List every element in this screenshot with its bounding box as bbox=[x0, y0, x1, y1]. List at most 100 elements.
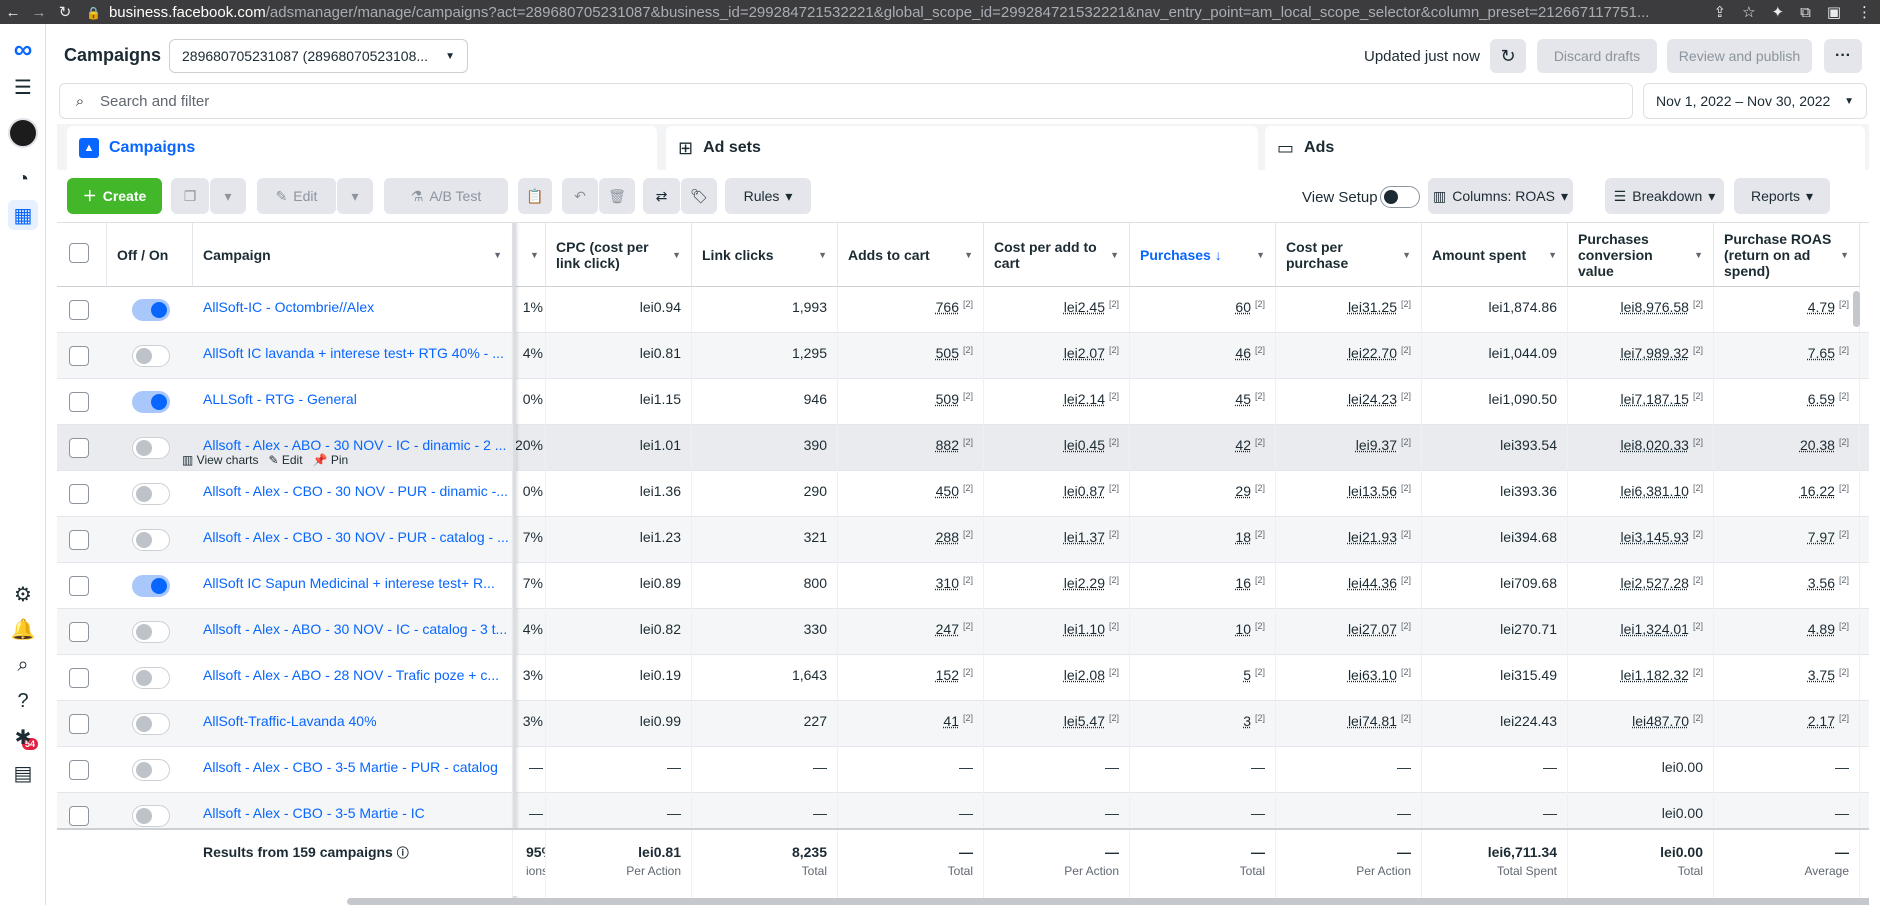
ad-account-selector[interactable]: 289680705231087 (28968070523108... ▼ bbox=[169, 39, 468, 73]
extension-icon[interactable]: ✦ bbox=[1771, 4, 1785, 21]
column-header-roas[interactable]: Purchase ROAS (return on ad spend) ▼ bbox=[1714, 223, 1860, 287]
row-checkbox[interactable] bbox=[69, 392, 89, 412]
column-header-campaign[interactable]: Campaign ▼ bbox=[193, 223, 513, 287]
vertical-scrollbar[interactable] bbox=[1853, 291, 1860, 327]
campaign-name-link[interactable]: Allsoft - Alex - ABO - 28 NOV - Trafic p… bbox=[203, 667, 500, 683]
settings-gear-icon[interactable]: ⚙ bbox=[14, 583, 32, 606]
tab-ad-sets[interactable]: ⊞ Ad sets bbox=[666, 126, 1258, 170]
campaign-name-link[interactable]: Allsoft - Alex - ABO - 30 NOV - IC - din… bbox=[203, 437, 507, 453]
table-row[interactable]: AllSoft-Traffic-Lavanda 40% 3% lei0.99 227 4… bbox=[57, 701, 1869, 747]
campaign-toggle[interactable] bbox=[132, 391, 170, 413]
column-header-conversion-value[interactable]: Purchases conversion value ▼ bbox=[1568, 223, 1714, 287]
campaign-toggle[interactable] bbox=[132, 437, 170, 459]
row-checkbox[interactable] bbox=[69, 760, 89, 780]
bookmark-star-icon[interactable]: ☆ bbox=[1742, 4, 1756, 21]
side-panel-icon[interactable]: ▤ bbox=[13, 762, 33, 785]
column-header-purchases[interactable]: Purchases ↓ ▼ bbox=[1130, 223, 1276, 287]
table-row[interactable]: AllSoft-IC - Octombrie//Alex 1% lei0.94 1,9… bbox=[57, 287, 1869, 333]
row-checkbox[interactable] bbox=[69, 668, 89, 688]
tab-campaigns[interactable]: ▲ Campaigns bbox=[67, 126, 657, 170]
duplicate-menu-button[interactable]: ▾ bbox=[210, 178, 246, 214]
more-options-button[interactable]: ··· bbox=[1824, 39, 1862, 73]
menu-kebab-icon[interactable]: ⋮ bbox=[1857, 4, 1872, 21]
reload-icon[interactable]: ↻ bbox=[58, 4, 72, 21]
column-header-cost-per-purchase[interactable]: Cost per purchase ▼ bbox=[1276, 223, 1422, 287]
meta-logo-icon[interactable]: ∞ bbox=[13, 33, 33, 64]
share-icon[interactable]: ⇪ bbox=[1713, 4, 1727, 21]
address-bar[interactable]: 🔒 business.facebook.com/adsmanager/manage… bbox=[86, 4, 1666, 21]
edit-button[interactable]: ✎ Edit bbox=[257, 178, 336, 214]
table-row[interactable]: AllSoft IC lavanda + interese test+ RTG … bbox=[57, 333, 1869, 379]
campaign-name-link[interactable]: Allsoft - Alex - CBO - 3-5 Martie - IC bbox=[203, 805, 425, 821]
reports-button[interactable]: Reports ▾ bbox=[1734, 178, 1830, 214]
edit-menu-button[interactable]: ▾ bbox=[337, 178, 373, 214]
table-row[interactable]: Allsoft - Alex - CBO - 30 NOV - PUR - ca… bbox=[57, 517, 1869, 563]
column-header-ctr[interactable]: ▼ bbox=[516, 223, 546, 287]
row-checkbox[interactable] bbox=[69, 622, 89, 642]
dashboard-gauge-icon[interactable]: ◔ bbox=[16, 167, 30, 190]
row-checkbox[interactable] bbox=[69, 346, 89, 366]
campaign-toggle[interactable] bbox=[132, 713, 170, 735]
puzzle-icon[interactable]: ⧉ bbox=[1800, 3, 1811, 21]
search-input[interactable] bbox=[100, 92, 1500, 110]
date-range-picker[interactable]: Nov 1, 2022 – Nov 30, 2022 ▼ bbox=[1643, 83, 1867, 119]
review-and-publish-button[interactable]: Review and publish bbox=[1667, 39, 1812, 73]
edit-link[interactable]: ✎ Edit bbox=[268, 453, 302, 467]
row-checkbox[interactable] bbox=[69, 484, 89, 504]
row-checkbox[interactable] bbox=[69, 714, 89, 734]
campaign-name-link[interactable]: Allsoft - Alex - CBO - 30 NOV - PUR - di… bbox=[203, 483, 508, 499]
table-row[interactable]: AllSoft IC Sapun Medicinal + interese te… bbox=[57, 563, 1869, 609]
search-icon[interactable]: ⌕ bbox=[17, 653, 29, 676]
undo-button[interactable]: ↶ bbox=[562, 178, 598, 214]
row-checkbox[interactable] bbox=[69, 438, 89, 458]
campaign-name-link[interactable]: AllSoft IC lavanda + interese test+ RTG … bbox=[203, 345, 504, 361]
table-row[interactable]: Allsoft - Alex - ABO - 30 NOV - IC - din… bbox=[57, 425, 1869, 471]
tag-button[interactable]: 🏷 bbox=[681, 178, 717, 214]
campaign-name-link[interactable]: Allsoft - Alex - CBO - 3-5 Martie - PUR … bbox=[203, 759, 498, 775]
duplicate-button[interactable]: ❐ bbox=[171, 178, 209, 214]
column-header-amount-spent[interactable]: Amount spent ▼ bbox=[1422, 223, 1568, 287]
sidebar-icon[interactable]: ▣ bbox=[1826, 4, 1841, 21]
campaign-toggle[interactable] bbox=[132, 667, 170, 689]
forward-icon[interactable]: → bbox=[31, 3, 47, 21]
hamburger-menu-icon[interactable]: ☰ bbox=[14, 76, 32, 99]
tab-ads[interactable]: ▭ Ads bbox=[1265, 126, 1865, 170]
table-row[interactable]: Allsoft - Alex - CBO - 30 NOV - PUR - di… bbox=[57, 471, 1869, 517]
column-header-adds-to-cart[interactable]: Adds to cart ▼ bbox=[838, 223, 984, 287]
ads-manager-table-icon[interactable]: ▦ bbox=[8, 200, 38, 230]
rules-button[interactable]: Rules ▾ bbox=[725, 178, 811, 214]
table-row[interactable]: Allsoft - Alex - ABO - 28 NOV - Trafic p… bbox=[57, 655, 1869, 701]
campaign-name-link[interactable]: AllSoft-IC - Octombrie//Alex bbox=[203, 299, 375, 315]
campaign-toggle[interactable] bbox=[132, 575, 170, 597]
ab-test-button[interactable]: ⚗ A/B Test bbox=[384, 178, 508, 214]
campaign-toggle[interactable] bbox=[132, 529, 170, 551]
clipboard-button[interactable]: 📋 bbox=[518, 178, 552, 214]
campaign-name-link[interactable]: ALLSoft - RTG - General bbox=[203, 391, 357, 407]
row-checkbox[interactable] bbox=[69, 806, 89, 826]
campaign-toggle[interactable] bbox=[132, 805, 170, 827]
campaign-toggle[interactable] bbox=[132, 483, 170, 505]
row-checkbox[interactable] bbox=[69, 576, 89, 596]
row-checkbox[interactable] bbox=[69, 300, 89, 320]
pin-link[interactable]: 📌 Pin bbox=[313, 453, 349, 467]
campaign-name-link[interactable]: AllSoft-Traffic-Lavanda 40% bbox=[203, 713, 377, 729]
breakdown-button[interactable]: ☰ Breakdown ▾ bbox=[1605, 178, 1724, 214]
campaign-toggle[interactable] bbox=[132, 345, 170, 367]
help-icon[interactable]: ? bbox=[17, 689, 29, 712]
column-header-cpc[interactable]: CPC (cost per link click) ▼ bbox=[546, 223, 692, 287]
table-row[interactable]: ALLSoft - RTG - General 0% lei1.15 946 509 [2… bbox=[57, 379, 1869, 425]
column-header-link-clicks[interactable]: Link clicks ▼ bbox=[692, 223, 838, 287]
campaign-name-link[interactable]: Allsoft - Alex - CBO - 30 NOV - PUR - ca… bbox=[203, 529, 509, 545]
table-row[interactable]: Allsoft - Alex - CBO - 3-5 Martie - PUR … bbox=[57, 747, 1869, 793]
select-all-checkbox[interactable] bbox=[69, 243, 89, 263]
campaign-name-link[interactable]: AllSoft IC Sapun Medicinal + interese te… bbox=[203, 575, 495, 591]
export-button[interactable]: ⇄ bbox=[643, 178, 680, 214]
refresh-button[interactable]: ↻ bbox=[1490, 39, 1526, 73]
back-icon[interactable]: ← bbox=[5, 3, 21, 21]
notifications-bell-icon[interactable]: 🔔 bbox=[10, 618, 36, 641]
view-setup-toggle[interactable] bbox=[1380, 186, 1420, 208]
create-button[interactable]: ＋ Create bbox=[67, 178, 162, 214]
horizontal-scrollbar[interactable] bbox=[347, 898, 1869, 905]
columns-button[interactable]: ▥ Columns: ROAS ▾ bbox=[1428, 178, 1573, 214]
campaign-toggle[interactable] bbox=[132, 759, 170, 781]
